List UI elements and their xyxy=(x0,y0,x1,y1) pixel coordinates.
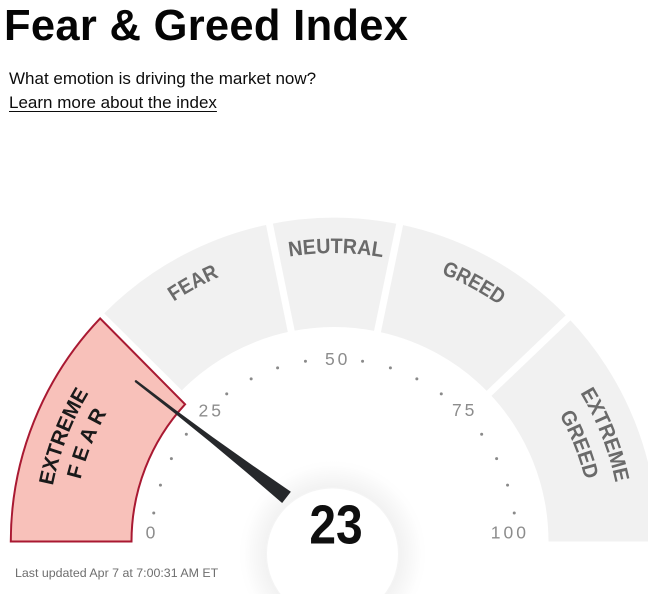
svg-text:100: 100 xyxy=(491,522,529,542)
svg-text:50: 50 xyxy=(325,349,350,369)
svg-text:23: 23 xyxy=(309,494,362,555)
svg-text:NEUTRAL: NEUTRAL xyxy=(287,235,386,262)
svg-text:0: 0 xyxy=(146,523,159,543)
svg-text:25: 25 xyxy=(199,401,224,421)
svg-text:75: 75 xyxy=(452,400,477,420)
